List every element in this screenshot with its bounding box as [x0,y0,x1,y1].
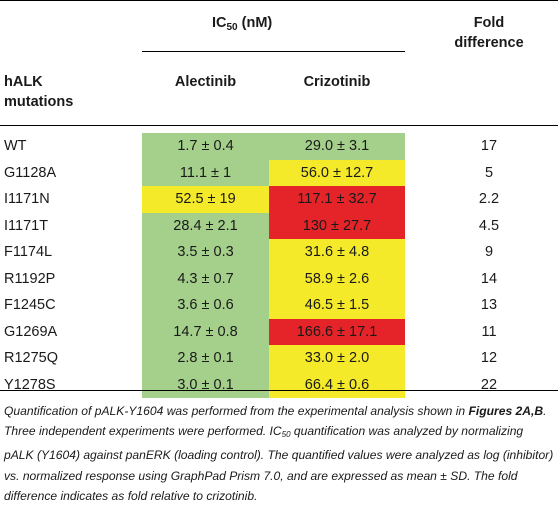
table-top-rule [0,0,558,1]
table-row: F1245C 3.6 ± 0.6 46.5 ± 1.5 13 [0,292,558,319]
fold-difference-cell: 17 [480,138,498,155]
crizotinib-header: Crizotinib [303,74,371,90]
table-row: I1171N 52.5 ± 19 117.1 ± 32.7 2.2 [0,186,558,213]
table-bottom-rule [0,390,558,391]
fold-difference-cell: 13 [480,297,498,314]
ic50-header-rule [142,51,405,52]
crizotinib-ic50-cell: 58.9 ± 2.6 [269,265,405,292]
fold-header: Fold difference [454,15,524,51]
fold-difference-cell: 5 [484,164,494,181]
mutation-cell: WT [4,138,27,155]
fold-difference-cell: 12 [480,350,498,367]
alectinib-header: Alectinib [174,74,237,90]
alectinib-ic50-cell: 2.8 ± 0.1 [142,345,269,372]
mutation-header: hALK mutations [4,74,74,110]
crizotinib-ic50-cell: 29.0 ± 3.1 [269,133,405,160]
crizotinib-ic50-cell: 130 ± 27.7 [269,212,405,239]
crizotinib-ic50-cell: 56.0 ± 12.7 [269,159,405,186]
mutation-cell: G1128A [4,164,57,181]
fold-difference-cell: 14 [480,270,498,287]
table-row: WT 1.7 ± 0.4 29.0 ± 3.1 17 [0,133,558,160]
mutation-cell: F1174L [4,244,53,261]
alectinib-ic50-cell: 3.6 ± 0.6 [142,292,269,319]
alectinib-ic50-cell: 3.0 ± 0.1 [142,371,269,398]
fold-difference-cell: 11 [481,323,497,340]
table-row: F1174L 3.5 ± 0.3 31.6 ± 4.8 9 [0,239,558,266]
fold-difference-cell: 4.5 [478,217,500,234]
alectinib-ic50-cell: 11.1 ± 1 [142,159,269,186]
fold-difference-cell: 22 [480,376,498,393]
fold-difference-cell: 2.2 [478,191,500,208]
alectinib-ic50-cell: 3.5 ± 0.3 [142,239,269,266]
mutation-cell: I1171N [4,191,50,208]
mutation-cell: R1192P [4,270,56,287]
crizotinib-ic50-cell: 31.6 ± 4.8 [269,239,405,266]
mutation-cell: G1269A [4,323,58,340]
table-row: G1269A 14.7 ± 0.8 166.6 ± 17.1 11 [0,318,558,345]
table-caption: Quantification of pALK-Y1604 was perform… [4,404,554,503]
fold-difference-cell: 9 [484,244,494,261]
crizotinib-ic50-cell: 117.1 ± 32.7 [269,186,405,213]
table-row: Y1278S 3.0 ± 0.1 66.4 ± 0.6 22 [0,371,558,398]
mutation-cell: R1275Q [4,350,59,367]
mutation-cell: Y1278S [4,376,56,393]
alectinib-ic50-cell: 52.5 ± 19 [142,186,269,213]
ic50-header: IC50 (nM) [212,15,273,33]
table-row: R1275Q 2.8 ± 0.1 33.0 ± 2.0 12 [0,345,558,372]
alectinib-ic50-cell: 14.7 ± 0.8 [142,318,269,345]
alectinib-ic50-cell: 4.3 ± 0.7 [142,265,269,292]
figure-reference-link[interactable]: Figures 2A,B [468,404,544,418]
crizotinib-ic50-cell: 33.0 ± 2.0 [269,345,405,372]
crizotinib-ic50-cell: 46.5 ± 1.5 [269,292,405,319]
table-row: G1128A 11.1 ± 1 56.0 ± 12.7 5 [0,159,558,186]
crizotinib-ic50-cell: 166.6 ± 17.1 [269,318,405,345]
table-row: I1171T 28.4 ± 2.1 130 ± 27.7 4.5 [0,212,558,239]
header-bottom-rule [0,125,558,126]
alectinib-ic50-cell: 28.4 ± 2.1 [142,212,269,239]
crizotinib-ic50-cell: 66.4 ± 0.6 [269,371,405,398]
mutation-cell: I1171T [4,217,49,234]
alectinib-ic50-cell: 1.7 ± 0.4 [142,133,269,160]
mutation-cell: F1245C [4,297,56,314]
table-row: R1192P 4.3 ± 0.7 58.9 ± 2.6 14 [0,265,558,292]
